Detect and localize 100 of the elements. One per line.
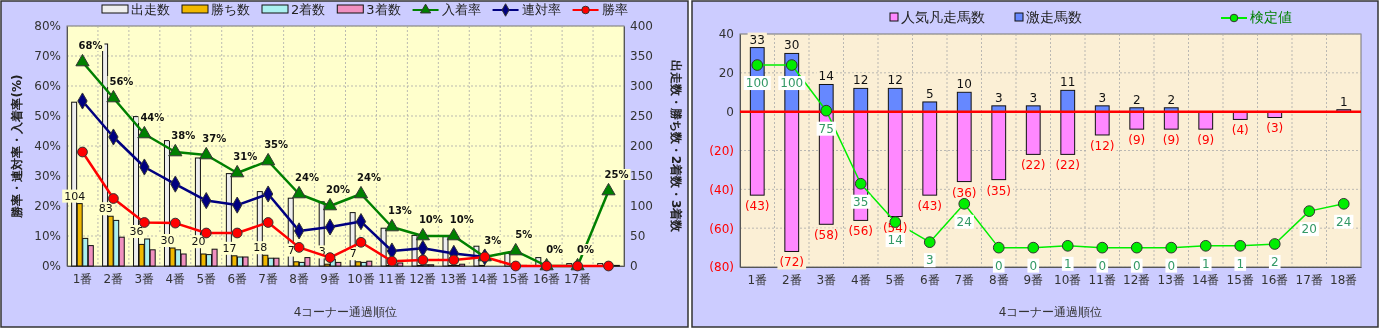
x-tick-label: 12番: [409, 271, 437, 286]
data-label: 38%: [171, 130, 196, 141]
data-label: 14: [818, 69, 834, 84]
data-label: 37%: [202, 133, 227, 144]
y2-tick-label: 50: [630, 229, 646, 244]
x-tick-label: 7番: [954, 272, 975, 287]
data-label: 100: [780, 76, 804, 91]
y-tick-label: (60): [709, 221, 734, 236]
x-tick-label: 8番: [988, 272, 1009, 287]
legend-label: 勝率: [601, 2, 628, 17]
legend-label: 検定値: [1250, 9, 1292, 25]
y2-tick-label: 0: [630, 259, 638, 274]
y-tick-label: 20: [718, 66, 734, 81]
data-label: (9): [1162, 133, 1180, 148]
x-tick-label: 4番: [850, 272, 871, 287]
data-label: (35): [986, 183, 1012, 198]
legend-label: 2着数: [291, 2, 326, 17]
y-tick-label: 50%: [34, 109, 61, 124]
data-label: 75: [818, 121, 834, 136]
x-axis-title: 4コーナー通過順位: [293, 305, 398, 319]
y-tick-label: 80%: [34, 19, 61, 34]
x-tick-label: 15番: [1226, 272, 1254, 287]
y-tick-label: 10%: [34, 229, 61, 244]
x-tick-label: 17番: [563, 271, 592, 286]
x-tick-label: 2番: [781, 272, 802, 287]
data-label: 0%: [546, 244, 564, 255]
legend-label: 入着率: [441, 2, 481, 17]
data-label: 3: [925, 253, 934, 268]
data-label: (36): [951, 185, 977, 200]
data-label: (9): [1128, 133, 1146, 148]
x-tick-label: 3番: [816, 272, 837, 287]
legend-label: 連対率: [521, 2, 561, 17]
data-label: 0%: [577, 244, 595, 255]
data-label: (43): [917, 199, 943, 214]
data-label: 44%: [140, 112, 165, 123]
data-label: (12): [1089, 138, 1115, 153]
data-label: 20%: [326, 184, 350, 195]
y-tick-label: 40: [718, 27, 734, 42]
data-label: 36: [129, 225, 144, 238]
x-tick-label: 14番: [1192, 272, 1220, 287]
x-tick-label: 10番: [347, 271, 375, 286]
data-label: 24: [1336, 214, 1352, 229]
data-label: 31%: [233, 151, 258, 162]
data-label: 20: [191, 235, 206, 249]
data-label: 1: [1063, 256, 1072, 271]
data-label: 1: [1201, 256, 1210, 271]
x-tick-label: 5番: [885, 272, 906, 287]
x-tick-label: 16番: [1261, 272, 1289, 287]
data-label: 7: [287, 243, 295, 257]
data-label: 0: [1132, 258, 1141, 273]
x-tick-label: 3番: [134, 271, 155, 286]
x-tick-label: 6番: [227, 271, 248, 286]
x-tick-label: 6番: [919, 272, 940, 287]
data-label: 3: [1029, 90, 1038, 105]
x-tick-label: 17番: [1295, 272, 1323, 287]
x-tick-label: 13番: [1157, 272, 1185, 287]
x-axis-title: 4コーナー通過順位: [998, 305, 1103, 319]
x-tick-label: 16番: [533, 271, 561, 286]
data-label: 0: [1167, 258, 1176, 273]
y2-tick-label: 350: [630, 49, 653, 64]
data-label: 2: [1270, 254, 1279, 269]
data-label: 10: [956, 77, 972, 92]
data-label: (72): [779, 255, 805, 270]
x-tick-label: 8番: [289, 271, 309, 286]
data-label: 3: [1098, 90, 1107, 105]
data-label: 0: [994, 258, 1003, 273]
data-label: 12: [887, 73, 903, 88]
data-label: (22): [1055, 158, 1081, 173]
data-label: (3): [1266, 121, 1284, 136]
data-label: 68%: [78, 40, 103, 51]
x-tick-label: 13番: [440, 271, 468, 286]
data-label: 35%: [264, 139, 289, 150]
data-label: 30: [160, 234, 175, 247]
data-label: 17: [222, 241, 237, 255]
data-label: (43): [744, 199, 770, 214]
data-label: 104: [64, 189, 86, 203]
y-tick-label: (20): [709, 143, 734, 158]
data-label: 1: [1339, 94, 1348, 109]
data-label: 10%: [449, 214, 474, 225]
data-label: 12: [853, 73, 869, 88]
data-label: 30: [784, 38, 800, 53]
data-label: 0: [1029, 258, 1038, 273]
data-label: 100: [745, 76, 769, 91]
y2-axis-title: 出走数・勝ち数・2着数・3着数: [669, 59, 683, 234]
data-label: 24: [956, 214, 972, 229]
data-label: 18: [253, 241, 268, 255]
y-tick-label: 70%: [34, 49, 61, 64]
data-label: 5%: [515, 229, 533, 240]
data-label: 13%: [387, 205, 412, 216]
x-tick-label: 2番: [103, 271, 124, 286]
data-label: 56%: [109, 76, 134, 87]
data-label: 83: [98, 202, 113, 216]
y-tick-label: 0%: [41, 259, 61, 274]
data-label: 33: [749, 32, 765, 47]
data-label: 10%: [418, 214, 443, 225]
data-label: 11: [1060, 75, 1076, 90]
y2-tick-label: 200: [630, 139, 653, 154]
x-tick-label: 9番: [320, 271, 340, 286]
data-label: 2: [1167, 92, 1176, 107]
data-label: 7: [349, 247, 357, 261]
